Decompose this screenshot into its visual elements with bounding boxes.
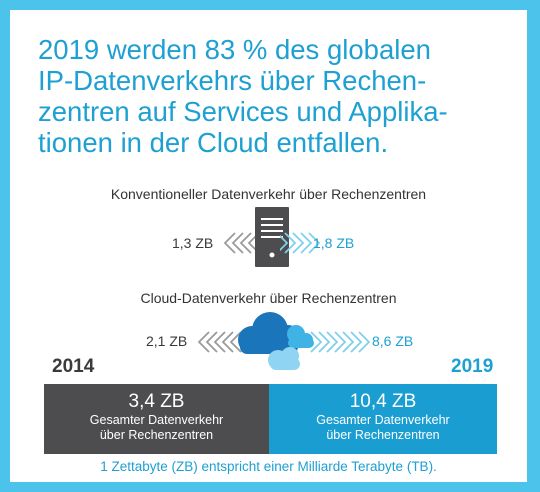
conventional-title: Konventioneller Datenverkehr über Rechen…: [110, 186, 427, 202]
conventional-2014-value: 1,3 ZB: [172, 235, 214, 251]
conventional-2019-value: 1,8 ZB: [313, 235, 355, 251]
cloud-title: Cloud-Datenverkehr über Rechenzentren: [140, 290, 397, 306]
headline-line-2: IP-Datenverkehrs über Rechen-: [38, 65, 427, 96]
headline-line-4: tionen in der Cloud entfallen.: [38, 127, 389, 158]
cloud-2014-value: 2,1 ZB: [146, 333, 188, 349]
total-2019-bar: 10,4 ZB Gesamter Datenverkehr über Reche…: [269, 384, 497, 454]
server-icon: [255, 207, 289, 267]
total-2014-label-line-2: über Rechenzentren: [99, 428, 214, 442]
footnote: 1 Zettabyte (ZB) entspricht einer Millia…: [100, 459, 437, 474]
total-2019-label-line-1: Gesamter Datenverkehr: [316, 413, 450, 427]
year-2019-label: 2019: [451, 356, 494, 377]
cloud-2019-value: 8,6 ZB: [372, 333, 414, 349]
total-2019-label-line-2: über Rechenzentren: [326, 428, 440, 442]
infographic-card: 2019 werden 83 % des globalen IP-Datenve…: [10, 10, 527, 482]
headline: 2019 werden 83 % des globalen IP-Datenve…: [38, 34, 508, 158]
total-2014-bar: 3,4 ZB Gesamter Datenverkehr über Rechen…: [44, 384, 269, 454]
total-2014-label-line-1: Gesamter Datenverkehr: [89, 413, 224, 427]
headline-line-3: zentren auf Services und Applika-: [38, 96, 448, 127]
total-2019-amount: 10,4 ZB: [349, 391, 417, 412]
cloud-right-arrows: [310, 331, 370, 353]
cloud-icon: [238, 312, 314, 370]
conventional-right-arrows: [280, 232, 320, 254]
headline-line-1: 2019 werden 83 % des globalen: [38, 34, 431, 65]
year-2014-label: 2014: [52, 356, 95, 377]
total-2014-amount: 3,4 ZB: [128, 391, 185, 412]
cloud-left-arrows: [198, 331, 242, 353]
